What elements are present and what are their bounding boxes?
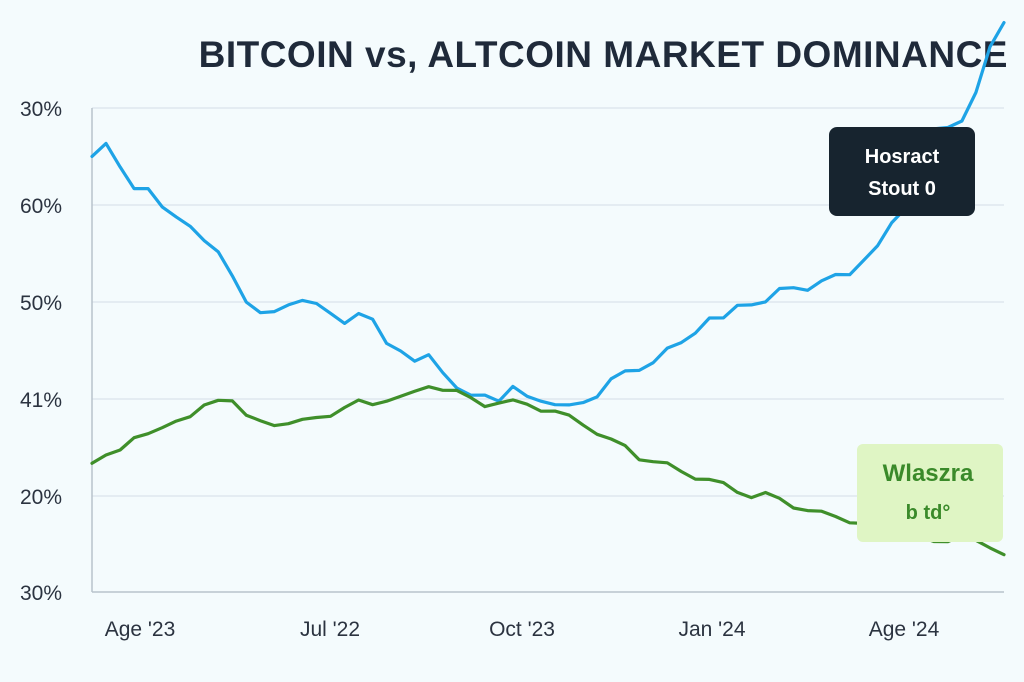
x-tick-label: Jul '22 [300, 618, 360, 641]
x-tick-label: Oct '23 [489, 618, 555, 641]
callout-label: Wlaszra [883, 460, 974, 487]
x-tick-label: Jan '24 [678, 618, 745, 641]
gridlines [92, 107, 1004, 497]
callout-box [857, 444, 1003, 542]
axes [91, 108, 1004, 593]
series-line-blue [90, 21, 1006, 407]
series-lines [90, 21, 1006, 557]
series-line-green [90, 385, 1006, 557]
y-tick-label: 20% [20, 486, 62, 509]
y-tick-label: 41% [20, 389, 62, 412]
y-tick-label: 50% [20, 292, 62, 315]
y-tick-label: 60% [20, 195, 62, 218]
x-tick-label: Age '24 [869, 618, 940, 641]
callout-box [829, 127, 975, 216]
annotations: Hosract Stout 0 Wlaszra b td° [829, 127, 1003, 542]
y-tick-label: 30% [20, 98, 62, 121]
callout-label: Stout 0 [868, 178, 936, 200]
callout-label: Hosract [865, 146, 940, 168]
x-tick-labels: Age '23 Jul '22 Oct '23 Jan '24 Age '24 [105, 618, 940, 641]
chart-title: BITCOIN vs, ALTCOIN MARKET DOMINANCE [198, 34, 1008, 75]
y-tick-labels: 30% 60% 50% 41% 20% 30% [20, 98, 62, 605]
x-tick-label: Age '23 [105, 618, 176, 641]
y-tick-label: 30% [20, 582, 62, 605]
callout-label: b td° [906, 502, 951, 524]
